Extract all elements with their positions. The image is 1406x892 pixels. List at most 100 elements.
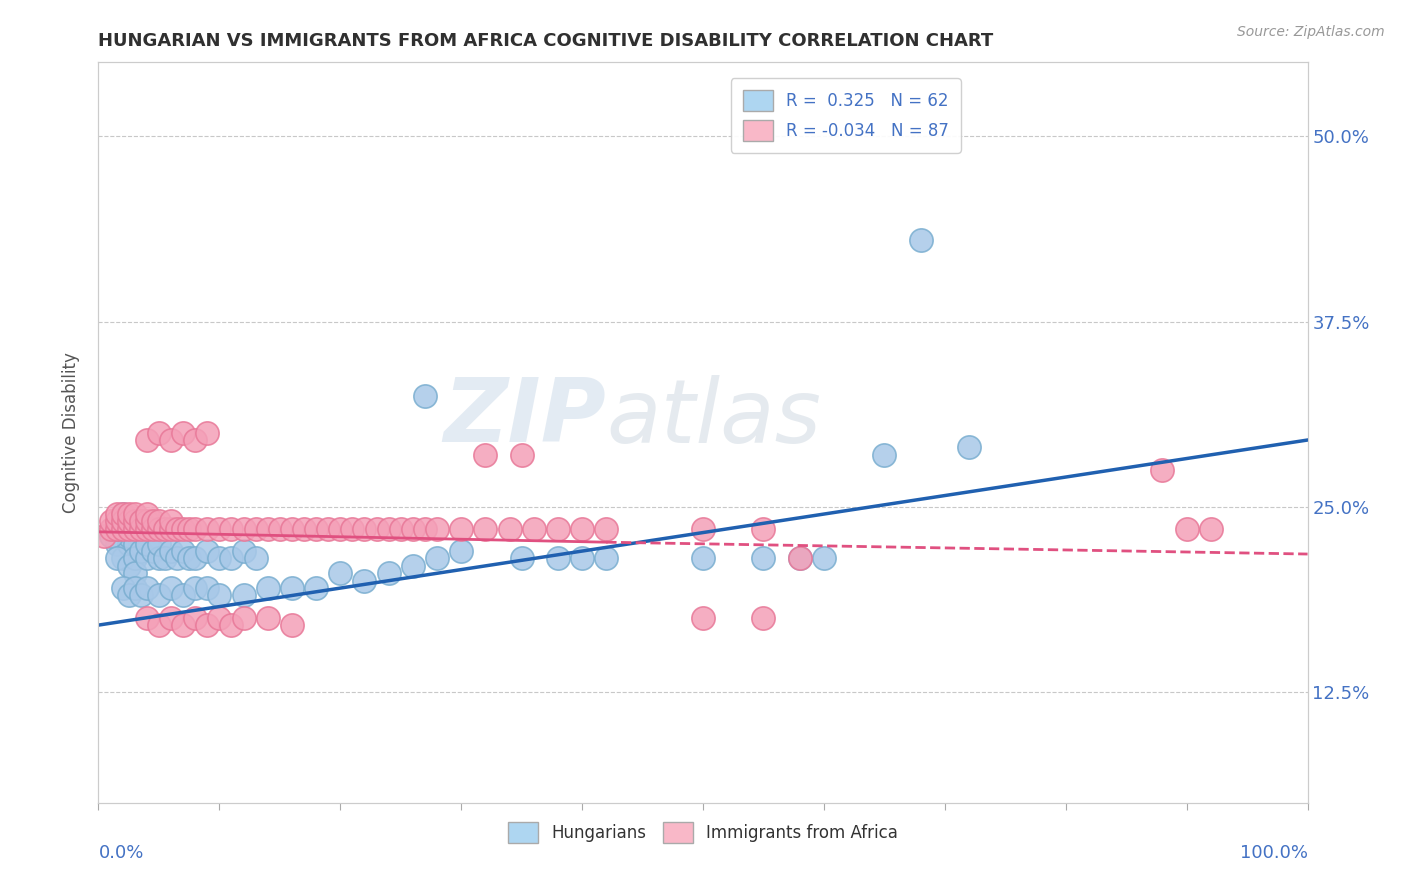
Point [118, 536, 141, 550]
Point [316, 522, 339, 536]
Point [172, 425, 194, 440]
Point [124, 581, 146, 595]
Point [135, 536, 157, 550]
Point [179, 551, 201, 566]
Point [124, 515, 146, 529]
Point [129, 544, 152, 558]
Point [256, 522, 278, 536]
Point [426, 551, 449, 566]
Point [269, 522, 291, 536]
Point [221, 522, 243, 536]
Point [547, 551, 569, 566]
Point [105, 522, 128, 536]
Point [135, 515, 157, 529]
Point [124, 536, 146, 550]
Point [100, 522, 122, 536]
Point [148, 551, 170, 566]
Point [571, 522, 593, 536]
Point [510, 448, 533, 462]
Point [148, 589, 170, 603]
Point [523, 522, 546, 536]
Point [281, 618, 304, 632]
Point [124, 551, 146, 566]
Point [402, 522, 425, 536]
Point [232, 544, 254, 558]
Point [256, 611, 278, 625]
Point [118, 522, 141, 536]
Point [232, 611, 254, 625]
Point [172, 618, 194, 632]
Point [93, 529, 115, 543]
Point [195, 544, 218, 558]
Point [450, 522, 472, 536]
Point [105, 536, 128, 550]
Point [124, 566, 146, 581]
Point [160, 611, 183, 625]
Point [595, 551, 617, 566]
Point [111, 522, 134, 536]
Point [208, 611, 231, 625]
Point [100, 515, 122, 529]
Point [135, 522, 157, 536]
Point [142, 522, 165, 536]
Point [292, 522, 315, 536]
Point [172, 544, 194, 558]
Point [184, 581, 207, 595]
Point [389, 522, 412, 536]
Point [118, 529, 141, 543]
Point [221, 551, 243, 566]
Point [184, 522, 207, 536]
Point [129, 515, 152, 529]
Point [195, 425, 218, 440]
Point [232, 522, 254, 536]
Point [195, 581, 218, 595]
Point [195, 522, 218, 536]
Point [135, 507, 157, 521]
Point [184, 551, 207, 566]
Point [752, 522, 775, 536]
Point [692, 551, 714, 566]
Point [148, 425, 170, 440]
Point [160, 515, 183, 529]
Point [179, 522, 201, 536]
Point [142, 515, 165, 529]
Point [498, 522, 520, 536]
Point [160, 544, 183, 558]
Point [148, 522, 170, 536]
Point [413, 389, 436, 403]
Text: Source: ZipAtlas.com: Source: ZipAtlas.com [1237, 25, 1385, 39]
Point [105, 515, 128, 529]
Text: 100.0%: 100.0% [1240, 844, 1308, 862]
Point [111, 507, 134, 521]
Point [366, 522, 388, 536]
Text: HUNGARIAN VS IMMIGRANTS FROM AFRICA COGNITIVE DISABILITY CORRELATION CHART: HUNGARIAN VS IMMIGRANTS FROM AFRICA COGN… [98, 32, 994, 50]
Point [305, 581, 328, 595]
Point [148, 536, 170, 550]
Point [692, 522, 714, 536]
Point [377, 566, 399, 581]
Point [305, 522, 328, 536]
Point [510, 551, 533, 566]
Point [474, 448, 496, 462]
Point [184, 611, 207, 625]
Point [873, 448, 896, 462]
Point [118, 558, 141, 573]
Point [208, 589, 231, 603]
Point [124, 507, 146, 521]
Text: 0.0%: 0.0% [98, 844, 143, 862]
Point [135, 611, 157, 625]
Point [105, 522, 128, 536]
Point [166, 522, 188, 536]
Y-axis label: Cognitive Disability: Cognitive Disability [62, 352, 80, 513]
Point [789, 551, 811, 566]
Point [153, 522, 176, 536]
Point [142, 544, 165, 558]
Point [135, 433, 157, 447]
Point [111, 551, 134, 566]
Point [595, 522, 617, 536]
Point [426, 522, 449, 536]
Point [160, 433, 183, 447]
Point [105, 551, 128, 566]
Point [957, 441, 980, 455]
Point [148, 515, 170, 529]
